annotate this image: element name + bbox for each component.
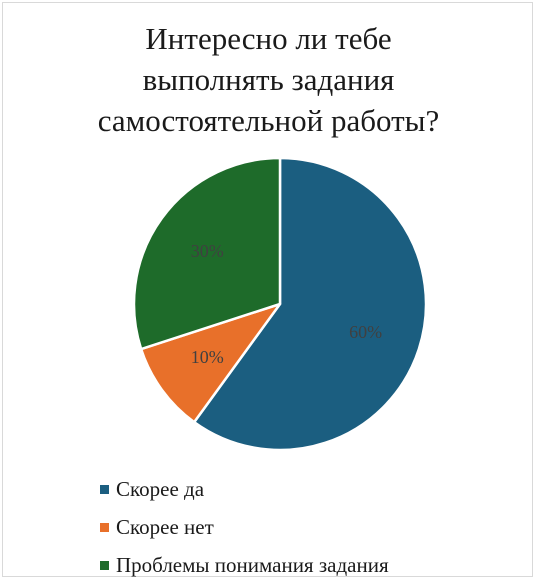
- data-label-problemy: 30%: [191, 241, 224, 261]
- legend-swatch: [100, 560, 109, 570]
- chart-legend: Скорее да Скорее нет Проблемы понимания …: [100, 470, 389, 584]
- data-label-skoree-net: 10%: [191, 347, 224, 367]
- legend-item-skoree-da: Скорее да: [100, 470, 389, 508]
- legend-item-skoree-net: Скорее нет: [100, 508, 389, 546]
- legend-swatch: [100, 522, 109, 532]
- pie-slice-skoree-net: [139, 302, 282, 424]
- chart-title: Интересно ли тебе выполнять задания само…: [20, 18, 517, 141]
- legend-item-problemy: Проблемы понимания задания: [100, 546, 389, 584]
- chart-title-line-3: самостоятельной работы?: [97, 103, 440, 138]
- legend-label: Скорее да: [116, 476, 205, 501]
- chart-title-line-2: выполнять задания: [142, 62, 395, 97]
- pie-slice-problemy: [132, 156, 282, 351]
- chart-title-line-1: Интересно ли тебе: [145, 21, 392, 56]
- pie-slice-skoree-da: [192, 156, 428, 452]
- legend-swatch: [100, 484, 109, 494]
- legend-label: Скорее нет: [116, 514, 214, 539]
- data-label-skoree-da: 60%: [349, 322, 382, 342]
- legend-label: Проблемы понимания задания: [116, 552, 389, 577]
